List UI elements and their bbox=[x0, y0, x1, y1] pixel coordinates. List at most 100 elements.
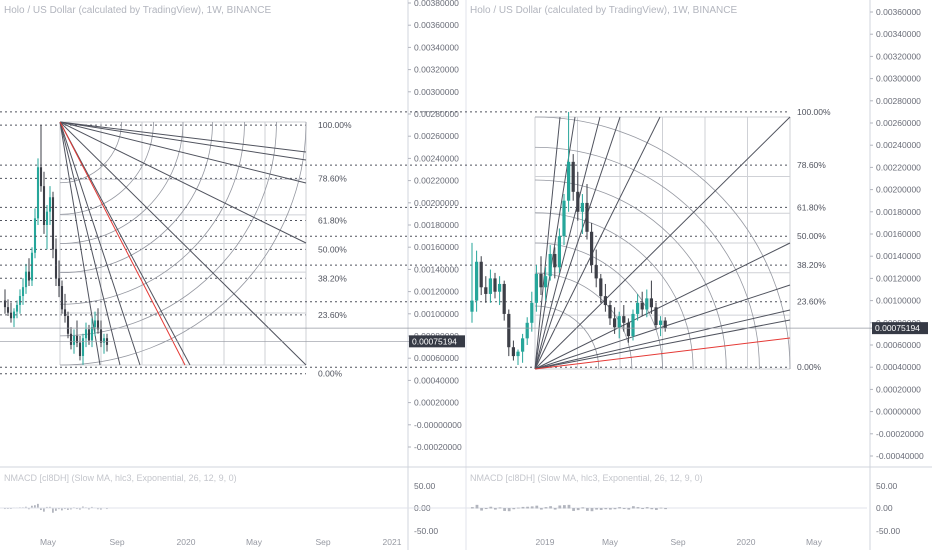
candle-body bbox=[654, 307, 658, 326]
indicator-histogram-bar bbox=[655, 508, 658, 510]
candle-body bbox=[484, 287, 488, 294]
indicator-histogram-bar bbox=[553, 508, 557, 510]
fib-level-label: 50.00% bbox=[318, 244, 347, 254]
indicator-histogram-bar bbox=[645, 507, 649, 509]
right-chart-panel[interactable]: 0.00360000 0.00340000 0.00320000 0.00300000… bbox=[0, 7, 928, 547]
candle-body bbox=[645, 298, 649, 310]
candle-body bbox=[54, 249, 58, 279]
gann-fan-line bbox=[59, 121, 307, 244]
indicator-histogram-bar bbox=[61, 508, 63, 511]
time-axis-label: May bbox=[40, 537, 57, 547]
time-axis-label: May bbox=[806, 537, 823, 547]
indicator-histogram-bar bbox=[567, 504, 571, 509]
candle-body bbox=[72, 336, 76, 345]
candle-body bbox=[39, 167, 43, 187]
indicator-histogram-bar bbox=[563, 505, 566, 509]
candle-body bbox=[93, 320, 97, 328]
indicator-histogram-bar bbox=[535, 505, 539, 509]
indicator-histogram-bar bbox=[526, 506, 529, 509]
candle-body bbox=[493, 278, 497, 292]
candle-body bbox=[66, 316, 70, 334]
price-axis-label: 0.00260000 bbox=[414, 131, 459, 141]
candle-body bbox=[36, 167, 40, 219]
candle-body bbox=[474, 261, 479, 301]
indicator-histogram-bar bbox=[618, 507, 621, 509]
fib-level-label: 23.60% bbox=[797, 297, 826, 307]
indicator-histogram-bar bbox=[659, 507, 663, 509]
time-axis-label: Sep bbox=[315, 537, 330, 547]
price-axis-label: 0.00380000 bbox=[414, 0, 459, 8]
right-indicator-label: NMACD [cl8DH] (Slow MA, hlc3, Exponentia… bbox=[470, 473, 703, 483]
candle-body bbox=[78, 342, 82, 356]
indicator-axis-label: 50.00 bbox=[414, 481, 436, 491]
candle-body bbox=[15, 304, 19, 312]
gann-fan-line bbox=[534, 242, 791, 370]
candle-body bbox=[649, 298, 654, 308]
indicator-histogram-bar bbox=[484, 508, 488, 510]
candle-body bbox=[571, 161, 575, 192]
fib-level-label: 100.00% bbox=[318, 120, 352, 130]
candle-body bbox=[27, 271, 31, 281]
trend-line-red bbox=[59, 121, 186, 366]
price-axis-label: 0.00060000 bbox=[876, 340, 921, 350]
left-chart-panel[interactable]: 0.00380000 0.00360000 0.00340000 0.00320000… bbox=[0, 0, 465, 547]
candle-body bbox=[566, 161, 571, 201]
gann-fan-line bbox=[59, 121, 307, 366]
indicator-histogram-bar bbox=[613, 508, 617, 510]
candle-body bbox=[33, 218, 37, 253]
price-axis-label: -0.00000000 bbox=[414, 420, 462, 430]
gann-fan-line bbox=[534, 116, 621, 370]
indicator-histogram-bar bbox=[544, 507, 548, 509]
indicator-histogram-bar bbox=[622, 508, 626, 510]
price-axis-label: 0.00140000 bbox=[876, 251, 921, 261]
candle-body bbox=[81, 338, 85, 356]
candle-body bbox=[3, 300, 7, 308]
indicator-histogram-bar bbox=[97, 508, 99, 510]
gann-fan-line bbox=[59, 121, 307, 161]
gann-fan-line bbox=[59, 121, 121, 366]
price-axis-label: 0.00200000 bbox=[876, 185, 921, 195]
price-axis-label: -0.00040000 bbox=[876, 451, 924, 461]
fib-level-label: 38.20% bbox=[797, 260, 826, 270]
time-axis-label: 2020 bbox=[177, 537, 196, 547]
candle-body bbox=[663, 320, 667, 329]
indicator-axis-label: -50.00 bbox=[414, 526, 438, 536]
fib-level-label: 78.60% bbox=[797, 160, 826, 170]
candle-body bbox=[553, 253, 557, 268]
candle-body bbox=[24, 271, 28, 288]
price-axis-label: 0.00200000 bbox=[414, 198, 459, 208]
fib-level-label: 23.60% bbox=[318, 310, 347, 320]
candle-body bbox=[640, 302, 644, 310]
price-axis-label: 0.00100000 bbox=[414, 309, 459, 319]
candle-body bbox=[30, 252, 34, 281]
candle-body bbox=[87, 329, 91, 341]
candle-body bbox=[69, 333, 73, 345]
indicator-histogram-bar bbox=[58, 508, 60, 510]
indicator-histogram-bar bbox=[558, 505, 562, 509]
candle-body bbox=[21, 287, 25, 297]
indicator-histogram-bar bbox=[76, 508, 78, 510]
time-axis-label: Sep bbox=[670, 537, 685, 547]
candle-body bbox=[612, 318, 617, 328]
gann-fan-line bbox=[534, 116, 791, 370]
indicator-histogram-bar bbox=[37, 503, 39, 509]
indicator-histogram-bar bbox=[572, 508, 575, 511]
indicator-histogram-bar bbox=[498, 507, 502, 509]
indicator-histogram-bar bbox=[480, 508, 483, 511]
indicator-histogram-bar bbox=[540, 508, 543, 510]
indicator-histogram-bar bbox=[521, 506, 525, 509]
indicator-histogram-bar bbox=[590, 508, 594, 512]
gann-fan-line bbox=[59, 121, 307, 184]
candle-body bbox=[608, 305, 612, 319]
indicator-histogram-bar bbox=[70, 508, 72, 510]
candle-body bbox=[507, 313, 511, 348]
last-price-text: 0.00075194 bbox=[412, 336, 457, 346]
indicator-histogram-bar bbox=[609, 508, 612, 510]
indicator-histogram-bar bbox=[604, 508, 608, 510]
candle-body bbox=[57, 278, 61, 287]
trend-line-red bbox=[534, 337, 791, 370]
time-axis-label: Sep bbox=[109, 537, 124, 547]
indicator-histogram-bar bbox=[595, 508, 598, 510]
candle-body bbox=[96, 320, 100, 330]
